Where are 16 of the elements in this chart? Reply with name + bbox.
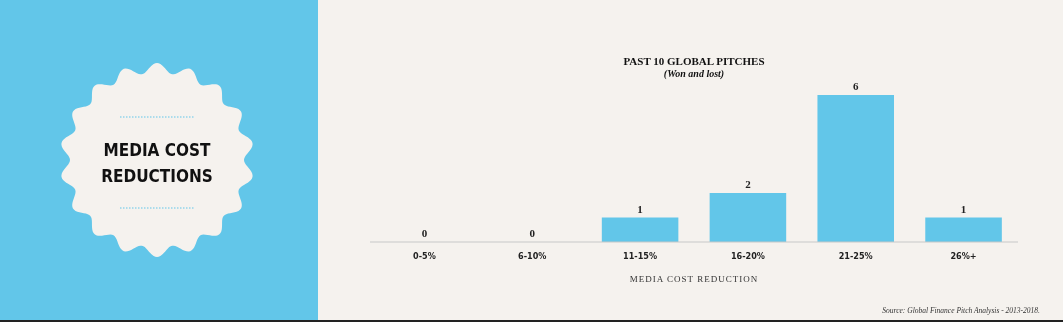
chart-subtitle: (Won and lost) (663, 68, 725, 80)
x-axis-title: MEDIA COST REDUCTION (629, 274, 759, 284)
x-tick-label: 21-25% (838, 251, 873, 261)
data-label: 0 (529, 227, 536, 239)
data-label: 2 (745, 178, 752, 190)
x-tick-label: 0-5% (413, 251, 436, 261)
text: MEDIA COST REDUCTIONS (101, 140, 213, 186)
chart-title: PAST 10 GLOBAL PITCHES (623, 55, 765, 67)
data-label: 1 (637, 202, 643, 215)
x-tick-label: 11-15% (623, 251, 658, 261)
x-tick-label: 26%+ (950, 251, 977, 261)
data-label: 1 (960, 202, 967, 215)
data-label: 6 (852, 80, 859, 92)
data-label: 0 (421, 227, 428, 239)
x-tick-label: 16-20% (730, 251, 765, 261)
x-tick-label: 6-10% (518, 251, 547, 261)
